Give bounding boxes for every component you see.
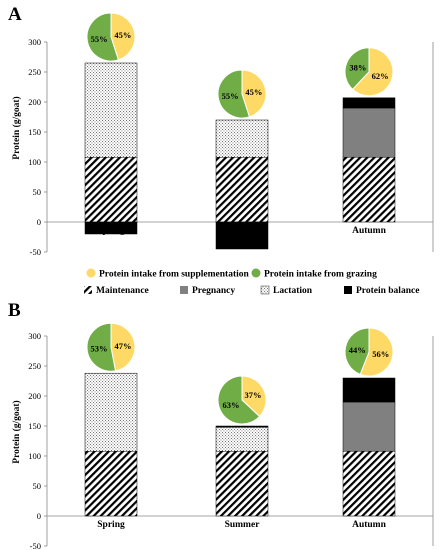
pie-slice-supplementation [359,327,394,377]
bar-pregnancy-autumn [342,107,396,158]
y-tick-label: 200 [28,391,41,401]
pie-slice-supplementation [110,322,136,372]
bar-maintenance-spring [84,450,138,517]
x-category-label: Autumn [352,226,387,236]
x-category-label: Summer [225,226,261,236]
pie-slice-grazing [86,12,120,62]
plot-panel-a: -50 0 50 100 150 200 250 300 Spring 45% 55% Summer 4… [28,12,434,257]
legend-label-lactation: Lactation [273,286,313,296]
legend: Protein intake from supplementation Prot… [84,268,419,296]
pie-slice-grazing [344,47,370,91]
bar-protein-balance-autumn [342,97,396,109]
x-category-label: Summer [225,520,261,530]
pie-slice-supplementation [351,47,394,97]
pie-slice-supplementation [110,12,136,61]
bar-pregnancy-autumn [342,401,396,452]
pie-label-grazing: 53% [91,343,108,353]
y-tick-label: 0 [37,217,41,227]
pie-label-grazing: 55% [91,34,108,44]
pie-label-grazing: 44% [349,345,366,355]
y-tick-label: 200 [28,97,41,107]
bar-protein-balance-spring [84,221,138,235]
bar-lactation-spring [84,62,138,158]
pie-slice-grazing [344,327,370,375]
bar-maintenance-summer [215,156,269,223]
bar-maintenance-spring [84,156,138,223]
legend-label-balance: Protein balance [356,286,419,296]
y-tick-label: 100 [28,451,41,461]
y-tick-label: 300 [28,331,41,341]
bar-protein-balance-summer [215,425,269,428]
bar-maintenance-autumn [342,156,396,223]
legend-swatch-pregnancy [180,286,188,294]
pie-label-grazing: 55% [222,91,239,101]
legend-swatch-lactation [260,285,270,295]
pie-label-grazing: 63% [222,400,239,410]
y-tick-label: 250 [28,67,41,77]
legend-label-grazing: Protein intake from grazing [264,270,377,280]
x-category-label: Spring [97,226,125,236]
pie-slice-grazing [217,375,261,425]
bar-maintenance-autumn [342,450,396,517]
y-tick-label: -50 [30,247,41,257]
pie-label-supplementation: 62% [372,71,389,81]
legend-swatch-maintenance [84,286,92,294]
pie-slice-grazing [86,322,117,372]
pie-label-supplementation: 45% [114,30,131,40]
legend-label-supplementation: Protein intake from supplementation [99,270,250,280]
bar-protein-balance-autumn [342,377,396,403]
bar-lactation-summer [215,426,269,452]
legend-swatch-supplementation [86,268,96,278]
panel-label-b: B [8,300,21,321]
y-tick-label: 150 [28,127,41,137]
x-category-label: Spring [97,520,125,530]
bar-lactation-summer [215,119,269,158]
y-axis-label-a: Protein (g/goat) [11,96,22,159]
pie-slice-supplementation [241,375,267,418]
y-tick-label: 0 [37,511,41,521]
x-category-label: Autumn [352,520,387,530]
y-tick-label: 300 [28,37,41,47]
y-axis-label-b: Protein (g/goat) [11,400,22,463]
pie-label-supplementation: 45% [245,87,262,97]
legend-label-pregnancy: Pregnancy [192,286,235,296]
pie-label-grazing: 38% [349,62,366,72]
pie-label-supplementation: 56% [372,349,389,359]
pie-label-supplementation: 37% [245,390,262,400]
panel-label-a: A [8,4,22,25]
y-tick-label: 100 [28,157,41,167]
legend-swatch-grazing [251,268,261,278]
plot-panel-b: -50 0 50 100 150 200 250 300 Spring 47% 53% Summer 3… [28,322,434,550]
bar-protein-balance-summer [215,221,269,250]
pie-slice-grazing [217,69,251,119]
legend-label-maintenance: Maintenance [96,286,149,296]
y-tick-label: 150 [28,421,41,431]
y-tick-label: 50 [33,187,42,197]
legend-swatch-balance [344,286,352,294]
pie-label-supplementation: 47% [114,341,131,351]
bar-lactation-spring [84,372,138,452]
y-tick-label: -50 [30,541,41,550]
y-tick-label: 50 [33,481,42,491]
bar-maintenance-summer [215,450,269,517]
pie-slice-supplementation [241,69,267,118]
y-tick-label: 250 [28,361,41,371]
